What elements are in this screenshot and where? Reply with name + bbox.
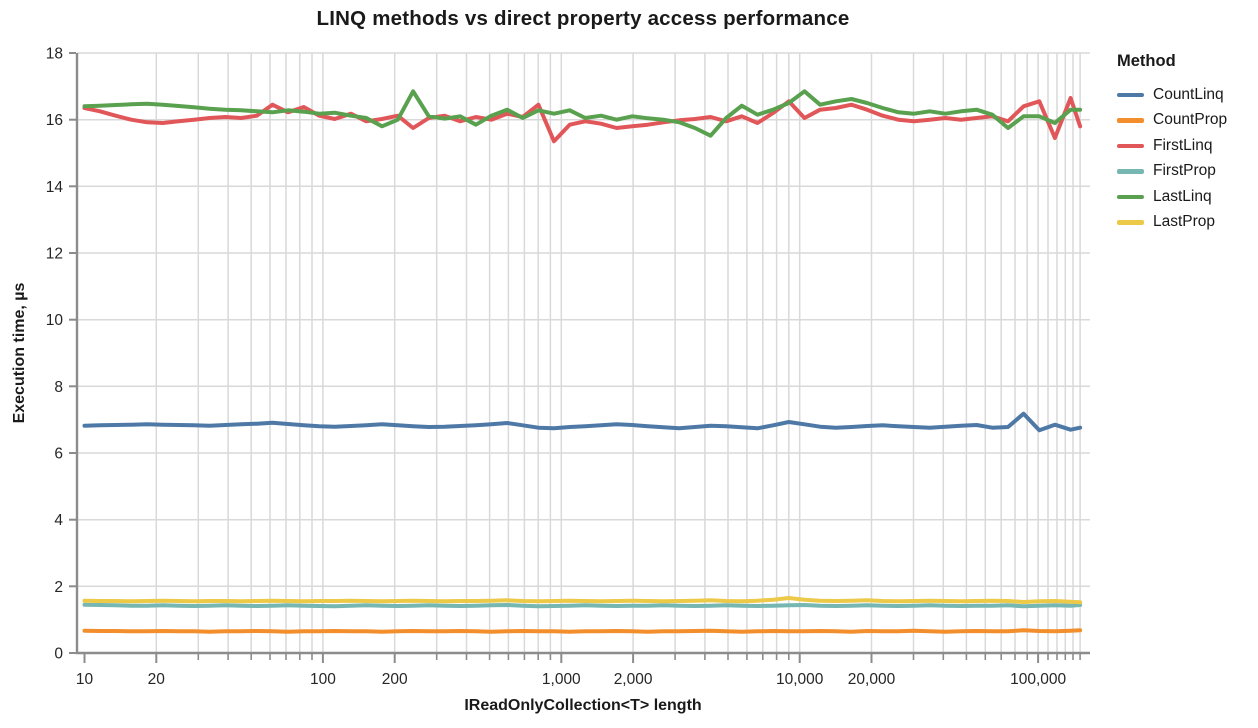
y-tick-label: 16	[46, 112, 63, 129]
y-tick-label: 0	[54, 646, 63, 663]
x-tick-label: 10,000	[776, 671, 824, 688]
legend-swatch	[1117, 169, 1144, 174]
legend-item-firstlinq: FirstLinq	[1117, 133, 1227, 159]
chart-title: LINQ methods vs direct property access p…	[316, 7, 850, 30]
legend-swatch	[1117, 194, 1144, 199]
series-lines	[82, 89, 1083, 634]
x-tick-label: 100	[310, 671, 336, 688]
series-line-lastprop	[82, 596, 1083, 605]
legend-swatch	[1117, 220, 1144, 225]
x-tick-label: 1,000	[542, 671, 581, 688]
series-line-lastlinq	[82, 89, 1083, 138]
y-axis-ticks: 0 2 4 6 8 10 12 14 16 18	[46, 46, 76, 663]
axis-lines	[75, 53, 1090, 655]
legend-item-countlinq: CountLinq	[1117, 82, 1227, 108]
legend-items: CountLinq CountProp FirstLinq FirstProp Last…	[1117, 82, 1227, 235]
x-tick-label: 200	[382, 671, 408, 688]
legend-item-firstprop: FirstProp	[1117, 159, 1227, 185]
x-axis-ticks: 10 20 100 200 1,000 2,000 10,000 20,000 100,000	[76, 654, 1081, 688]
x-tick-label: 20,000	[848, 671, 896, 688]
legend-swatch	[1117, 143, 1144, 148]
legend-title: Method	[1117, 52, 1176, 70]
y-tick-label: 4	[54, 512, 63, 529]
legend-item-lastlinq: LastLinq	[1117, 184, 1227, 210]
legend-item-countprop: CountProp	[1117, 108, 1227, 134]
legend-label: LastProp	[1153, 213, 1216, 231]
legend-swatch	[1117, 92, 1144, 97]
vertical-gridlines	[155, 53, 1081, 653]
series-line-firstlinq	[82, 96, 1083, 144]
x-tick-label: 20	[148, 671, 166, 688]
series-line-countlinq	[82, 411, 1083, 433]
legend-label: FirstProp	[1153, 162, 1216, 180]
x-tick-label: 2,000	[614, 671, 653, 688]
y-tick-label: 12	[46, 246, 63, 263]
series-line-firstprop	[82, 602, 1083, 609]
y-tick-label: 18	[46, 46, 63, 63]
y-axis-title: Execution time, µs	[11, 282, 28, 424]
legend-label: FirstLinq	[1153, 136, 1213, 154]
series-line-countprop	[82, 628, 1083, 634]
legend: Method CountLinq CountProp FirstLinq FirstP…	[1117, 52, 1227, 235]
legend-label: LastLinq	[1153, 187, 1212, 205]
y-tick-label: 14	[46, 179, 64, 196]
legend-swatch	[1117, 118, 1144, 123]
legend-label: CountProp	[1153, 111, 1228, 129]
x-axis-title: IReadOnlyCollection<T> length	[464, 697, 702, 714]
x-tick-label: 10	[76, 671, 94, 688]
y-tick-label: 8	[54, 379, 63, 396]
y-tick-label: 6	[54, 446, 63, 463]
legend-item-lastprop: LastProp	[1117, 210, 1227, 236]
x-tick-label: 100,000	[1010, 671, 1066, 688]
legend-label: CountLinq	[1153, 85, 1224, 103]
y-tick-label: 2	[54, 579, 63, 596]
horizontal-gridlines	[77, 52, 1090, 588]
y-tick-label: 10	[46, 312, 64, 329]
